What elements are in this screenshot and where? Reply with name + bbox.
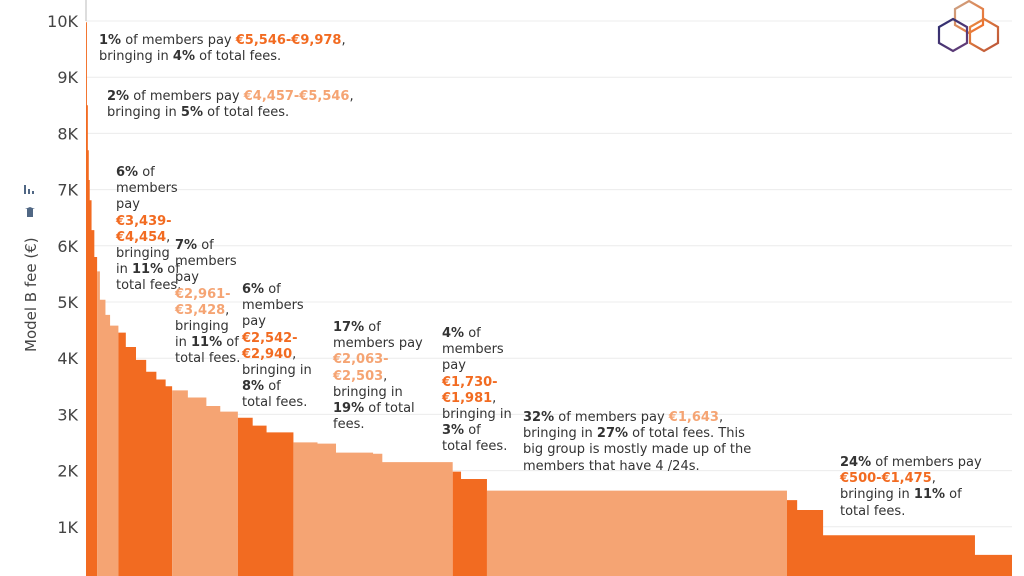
fee-range: €2,063- €2,503 xyxy=(333,352,389,384)
annotation-text: of total fees. xyxy=(203,105,290,121)
pin-icon[interactable] xyxy=(25,207,35,217)
annotation-text: of total fees. xyxy=(242,379,308,411)
percentage: 4% xyxy=(442,326,465,341)
y-tick-label: 8K xyxy=(57,124,78,143)
annotation-text: of members pay xyxy=(554,410,669,425)
percentage: 11% xyxy=(131,262,164,278)
annotation-text: , bringing in xyxy=(107,89,354,121)
y-tick-label: 5K xyxy=(57,293,78,312)
band-annotation: 32% of members pay €1,643, bringing in 2… xyxy=(523,410,768,475)
fee-range: €5,546-€9,978 xyxy=(235,33,342,48)
annotation-text: of members pay xyxy=(242,282,304,330)
fee-band-8 xyxy=(486,490,787,576)
band-annotation: 4% of members pay €1,730- €1,981, bringi… xyxy=(442,326,514,456)
annotation-text: of members pay xyxy=(333,320,423,352)
percentage: 3% xyxy=(442,423,465,439)
y-tick-label: 6K xyxy=(57,237,78,256)
annotation-text: , bringing in xyxy=(175,302,230,351)
fee-band-4 xyxy=(172,390,238,576)
band-annotation: 6% of members pay €3,439- €4,454, bringi… xyxy=(116,165,182,295)
hexagon-logo xyxy=(937,0,1000,53)
bar-chart-icon[interactable] xyxy=(24,185,34,194)
annotation-text: of members pay xyxy=(116,165,178,213)
percentage: 6% xyxy=(116,165,139,180)
band-annotation: 6% of members pay €2,542- €2,940, bringi… xyxy=(242,282,314,412)
annotation-text: of total fees. xyxy=(840,487,962,519)
fee-range: €1,730- €1,981 xyxy=(442,374,498,406)
percentage: 24% xyxy=(840,455,872,470)
fee-range: €4,457-€5,546 xyxy=(243,89,350,104)
y-tick-label: 2K xyxy=(57,462,78,481)
y-tick-labels: 0K 1K 2K 3K 4K 5K 6K 7K 8K 9K 10K xyxy=(47,12,78,576)
percentage: 11% xyxy=(913,487,946,503)
percentage: 2% xyxy=(107,89,130,104)
y-tick-label: 4K xyxy=(57,349,78,368)
percentage: 17% xyxy=(333,320,365,335)
annotation-text: of total fees. xyxy=(442,423,508,455)
percentage: 6% xyxy=(242,282,265,297)
fee-range: €2,961- €3,428 xyxy=(175,286,231,318)
fee-range: €500-€1,475 xyxy=(840,471,932,487)
percentage: 19% xyxy=(333,401,365,417)
band-annotation: 24% of members pay €500-€1,475, bringing… xyxy=(840,455,982,520)
band-annotation: 7% of members pay €2,961- €3,428, bringi… xyxy=(175,238,243,368)
annotation-text: of members pay xyxy=(871,455,982,470)
fee-range: €3,439- €4,454 xyxy=(116,213,172,245)
fee-range: €1,643 xyxy=(668,410,719,425)
annotation-text: of total fees. xyxy=(175,335,241,367)
annotation-text: , bringing in xyxy=(523,410,724,442)
annotation-text: , bringing in xyxy=(333,368,403,400)
percentage: 7% xyxy=(175,238,198,253)
fee-band-7 xyxy=(452,471,487,576)
band-annotation: 17% of members pay €2,063- €2,503, bring… xyxy=(333,320,431,433)
band-annotation: 2% of members pay €4,457-€5,546, bringin… xyxy=(107,89,387,121)
annotation-text: , bringing in xyxy=(116,229,171,278)
annotation-text: , bringing in xyxy=(99,33,346,65)
y-tick-label: 7K xyxy=(57,181,78,200)
annotation-text: of total fees. xyxy=(116,262,182,294)
annotation-text: of members pay xyxy=(442,326,504,374)
annotation-text: , bringing in xyxy=(442,390,512,423)
fee-band-1 xyxy=(86,22,98,576)
fee-band-3 xyxy=(118,332,173,576)
y-tick-label: 9K xyxy=(57,68,78,87)
annotation-text: of total fees. This big group is mostly … xyxy=(523,426,752,474)
fee-bands xyxy=(86,22,1012,576)
fee-band-5 xyxy=(237,417,294,576)
percentage: 32% xyxy=(523,410,555,425)
annotation-text: , bringing in xyxy=(840,471,936,503)
y-axis-title: Model B fee (€) xyxy=(22,237,40,352)
y-tick-label: 3K xyxy=(57,405,78,424)
percentage: 1% xyxy=(99,33,122,48)
annotation-text: of members pay xyxy=(121,33,236,48)
fee-band-9 xyxy=(786,500,1012,576)
percentage: 5% xyxy=(180,105,203,121)
percentage: 27% xyxy=(596,426,629,442)
percentage: 11% xyxy=(190,335,223,351)
percentage: 4% xyxy=(172,49,195,65)
y-tick-label: 10K xyxy=(47,12,78,31)
annotation-text: of total fees. xyxy=(333,401,415,433)
y-tick-label: 0K xyxy=(57,574,78,576)
fee-band-6 xyxy=(293,442,453,576)
annotation-text: of total fees. xyxy=(195,49,282,65)
fee-band-2 xyxy=(97,271,119,576)
y-tick-label: 1K xyxy=(57,518,78,537)
annotation-text: of members pay xyxy=(129,89,244,104)
fee-range: €2,542- €2,940 xyxy=(242,330,298,362)
percentage: 8% xyxy=(242,379,265,395)
annotation-text: , bringing in xyxy=(242,346,312,379)
band-annotation: 1% of members pay €5,546-€9,978, bringin… xyxy=(99,33,374,65)
annotation-text: of members pay xyxy=(175,238,237,286)
